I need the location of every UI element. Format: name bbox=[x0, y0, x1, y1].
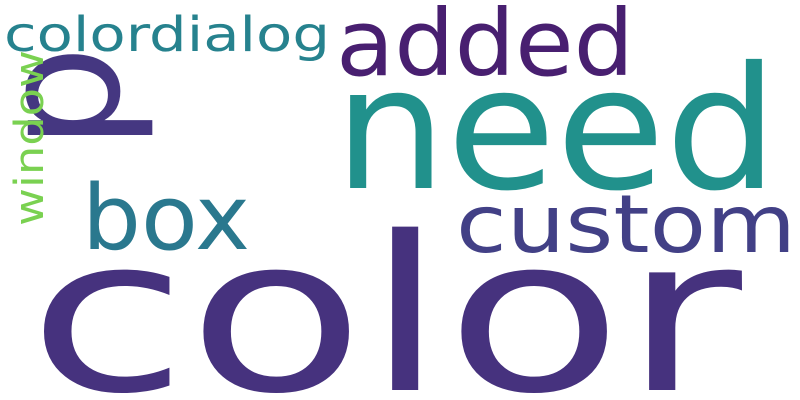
word-colordialog: colordialog bbox=[4, 7, 330, 63]
word-window: window bbox=[7, 50, 53, 226]
word-color: color bbox=[28, 190, 743, 400]
word-added: added bbox=[336, 0, 634, 97]
word-need: need bbox=[334, 31, 778, 229]
word-p: p bbox=[0, 45, 157, 150]
word-custom: custom bbox=[456, 178, 796, 271]
word-box: box bbox=[82, 166, 250, 271]
